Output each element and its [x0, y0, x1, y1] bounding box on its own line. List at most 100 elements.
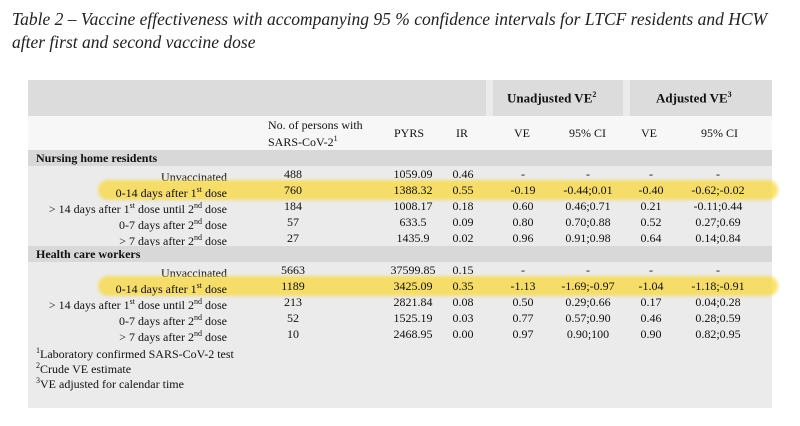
persons-cell: 488 [284, 167, 302, 181]
ve-adjusted-header: VE [641, 126, 657, 140]
persons-cell: 57 [287, 215, 299, 229]
row-label: > 14 days after 1st dose until 2nd dose [48, 201, 227, 216]
table-row: 0-7 days after 2nd dose 52 1525.19 0.03 0.77… [28, 310, 772, 328]
row-label: > 7 days after 2nd dose [119, 233, 227, 248]
persons-cell: 52 [287, 311, 299, 325]
pyrs-cell: 2821.84 [393, 295, 433, 309]
header-band-unadjusted: Unadjusted VE2 [493, 80, 623, 116]
footnote-1: 1Laboratory confirmed SARS-CoV-2 test [36, 346, 234, 361]
persons-cell: 1189 [281, 279, 305, 293]
row-label: 0-7 days after 2nd dose [119, 217, 227, 232]
table-row: > 14 days after 1st dose until 2nd dose 1… [28, 198, 772, 216]
ve-unadjusted-cell: 0.97 [512, 327, 534, 341]
ve-adjusted-cell: 0.46 [640, 311, 662, 325]
persons-cell: 5663 [281, 263, 305, 277]
ci-adjusted-cell: -0.11;0.44 [693, 199, 743, 213]
unadjusted-ve-title: Unadjusted VE2 [507, 90, 597, 106]
ve-unadjusted-header: VE [514, 126, 530, 140]
pyrs-cell: 2468.95 [393, 327, 433, 341]
ve-adjusted-cell: - [649, 167, 653, 181]
ci-unadjusted-cell: 0.91;0.98 [565, 231, 611, 245]
pyrs-cell: 1008.17 [393, 199, 433, 213]
ir-cell: 0.18 [452, 199, 474, 213]
table-row: 0-7 days after 2nd dose 57 633.5 0.09 0.80 0.… [28, 214, 772, 232]
row-label: 0-14 days after 1st dose [115, 281, 227, 296]
ci-unadjusted-cell: - [586, 263, 590, 277]
ci-adjusted-header: 95% CI [701, 126, 738, 140]
pyrs-cell: 1388.32 [393, 183, 433, 197]
table-row: 0-14 days after 1st dose 1189 3425.09 0.35 -… [28, 278, 772, 296]
ci-unadjusted-cell: 0.29;0.66 [565, 295, 611, 309]
persons-header: No. of persons with SARS-CoV-21 [268, 118, 363, 149]
ir-cell: 0.35 [452, 279, 474, 293]
ci-adjusted-cell: 0.04;0.28 [695, 295, 741, 309]
row-label: 0-14 days after 1st dose [115, 185, 227, 200]
ir-cell: 0.03 [452, 311, 474, 325]
ci-unadjusted-cell: -1.69;-0.97 [561, 279, 615, 293]
pyrs-cell: 1525.19 [393, 311, 433, 325]
persons-cell: 27 [287, 231, 299, 245]
persons-cell: 213 [284, 295, 302, 309]
highlight-marker [98, 180, 778, 200]
table-title: Table 2 – Vaccine effectiveness with acc… [12, 9, 768, 52]
ci-unadjusted-header: 95% CI [569, 126, 606, 140]
ci-adjusted-cell: 0.82;0.95 [695, 327, 741, 341]
header-band-left [28, 80, 486, 116]
persons-cell: 760 [284, 183, 302, 197]
ve-adjusted-cell: 0.17 [640, 295, 662, 309]
table-row: 0-14 days after 1st dose 760 1388.32 0.55 -0… [28, 182, 772, 200]
row-label: > 7 days after 2nd dose [119, 329, 227, 344]
highlight-marker [98, 276, 778, 296]
ve-unadjusted-cell: 0.50 [512, 295, 534, 309]
footnote-2: 2Crude VE estimate [36, 361, 132, 376]
ci-adjusted-cell: -0.62;-0.02 [691, 183, 745, 197]
ci-unadjusted-cell: 0.57;0.90 [565, 311, 611, 325]
ci-adjusted-cell: 0.27;0.69 [695, 215, 741, 229]
ve-adjusted-cell: 0.52 [640, 215, 662, 229]
ir-header: IR [456, 126, 468, 140]
pyrs-cell: 633.5 [399, 215, 427, 229]
section-header: Health care workers [28, 246, 772, 262]
ve-unadjusted-cell: 0.80 [512, 215, 534, 229]
row-label: > 14 days after 1st dose until 2nd dose [48, 297, 227, 312]
ir-cell: 0.02 [452, 231, 474, 245]
table-row: > 14 days after 1st dose until 2nd dose 2… [28, 294, 772, 312]
pyrs-header: PYRS [394, 126, 425, 140]
ve-adjusted-cell: - [649, 263, 653, 277]
ve-unadjusted-cell: -0.19 [510, 183, 536, 197]
header-band-adjusted: Adjusted VE3 [630, 80, 772, 116]
ir-cell: 0.00 [452, 327, 474, 341]
pyrs-cell: 1059.09 [393, 167, 433, 181]
table-row: > 7 days after 2nd dose 10 2468.95 0.00 0.97… [28, 326, 772, 344]
ci-unadjusted-cell: 0.70;0.88 [565, 215, 611, 229]
ci-adjusted-cell: - [716, 263, 720, 277]
ir-cell: 0.55 [452, 183, 474, 197]
ci-adjusted-cell: - [716, 167, 720, 181]
persons-cell: 10 [287, 327, 299, 341]
ve-adjusted-cell: 0.21 [640, 199, 662, 213]
ve-unadjusted-cell: 0.60 [512, 199, 534, 213]
ir-cell: 0.15 [452, 263, 474, 277]
ve-unadjusted-cell: -1.13 [510, 279, 536, 293]
pyrs-cell: 1435.9 [396, 231, 430, 245]
ci-unadjusted-cell: 0.46;0.71 [565, 199, 611, 213]
ve-adjusted-cell: -1.04 [638, 279, 664, 293]
ve-adjusted-cell: 0.64 [640, 231, 662, 245]
ve-unadjusted-cell: - [521, 167, 525, 181]
section-header: Nursing home residents [28, 150, 772, 166]
ci-unadjusted-cell: 0.90;100 [566, 327, 610, 341]
pyrs-cell: 3425.09 [393, 279, 433, 293]
ve-unadjusted-cell: 0.77 [512, 311, 534, 325]
column-header-row: No. of persons with SARS-CoV-21 PYRS IR … [28, 116, 772, 150]
ci-adjusted-cell: -1.18;-0.91 [691, 279, 745, 293]
footnote-3: 3VE adjusted for calendar time [36, 376, 184, 391]
adjusted-ve-title: Adjusted VE3 [656, 90, 732, 106]
ir-cell: 0.08 [452, 295, 474, 309]
ve-adjusted-cell: 0.90 [640, 327, 662, 341]
ve-adjusted-cell: -0.40 [638, 183, 664, 197]
persons-cell: 184 [284, 199, 302, 213]
ci-unadjusted-cell: - [586, 167, 590, 181]
ci-adjusted-cell: 0.28;0.59 [695, 311, 741, 325]
row-label: 0-7 days after 2nd dose [119, 313, 227, 328]
ir-cell: 0.46 [452, 167, 474, 181]
